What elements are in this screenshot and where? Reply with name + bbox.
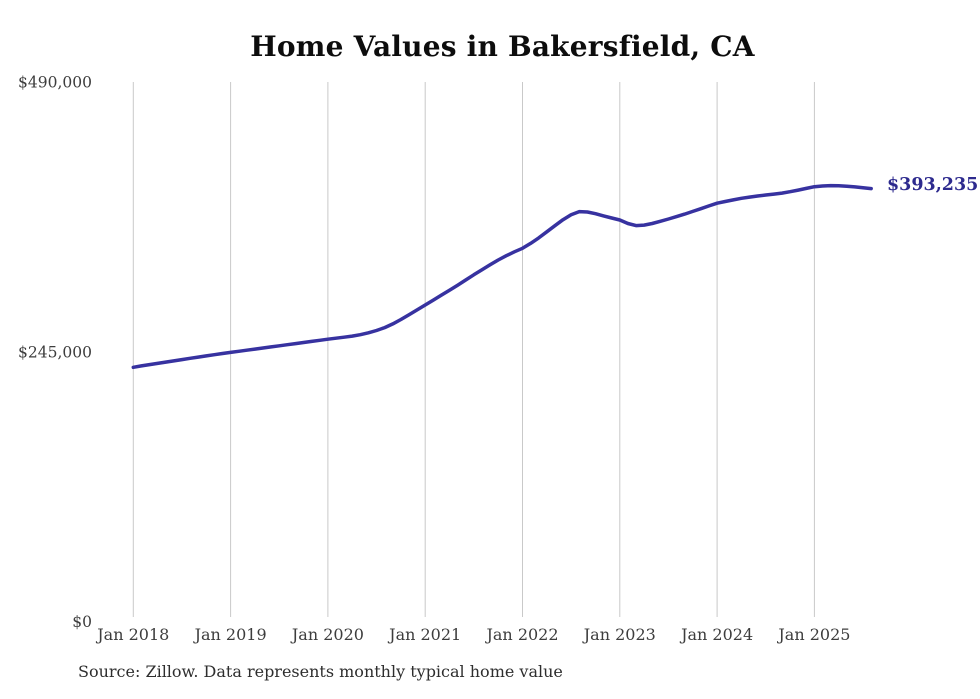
chart-title: Home Values in Bakersfield, CA [250,30,755,63]
y-axis-tick-label: $245,000 [18,343,92,361]
home-value-line [131,183,873,370]
x-axis-tick-label: Jan 2025 [776,625,850,644]
x-axis-tick-label: Jan 2019 [193,625,267,644]
y-axis-tick-label: $0 [72,613,92,631]
x-axis-tick-label: Jan 2020 [290,625,364,644]
latest-value-label: $393,235 [887,175,979,195]
y-axis-tick-label: $490,000 [18,74,92,92]
x-axis-tick-label: Jan 2018 [95,625,169,644]
source-note: Source: Zillow. Data represents monthly … [78,662,563,681]
x-axis-tick-label: Jan 2021 [387,625,461,644]
x-axis-tick-label: Jan 2023 [582,625,656,644]
x-axis-tick-label: Jan 2022 [484,625,558,644]
x-axis-tick-label: Jan 2024 [679,625,753,644]
